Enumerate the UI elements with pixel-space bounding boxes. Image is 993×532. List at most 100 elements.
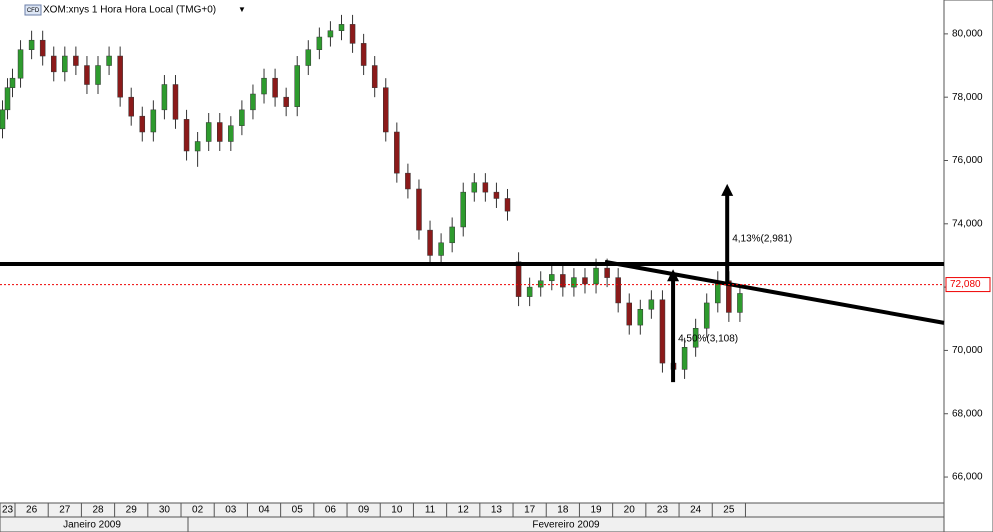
candle-body xyxy=(571,277,577,288)
candle-body xyxy=(526,286,533,297)
month-label: Janeiro 2009 xyxy=(63,520,121,531)
candle-body xyxy=(205,122,212,142)
x-tick-label: 24 xyxy=(690,505,702,516)
candle-body xyxy=(0,109,6,130)
candle-body xyxy=(106,55,112,66)
candle-body xyxy=(637,309,644,326)
candle-body xyxy=(161,84,168,111)
candle-body xyxy=(239,109,245,126)
candle-body xyxy=(294,65,300,107)
candle-body xyxy=(250,93,256,111)
candle-body xyxy=(471,182,478,193)
candle-body xyxy=(371,65,378,88)
candle-body xyxy=(28,39,35,50)
candle-body xyxy=(515,261,522,297)
last-price-label: 72,080 xyxy=(950,279,981,290)
x-tick-label: 09 xyxy=(358,505,370,516)
candle-body xyxy=(349,24,356,44)
x-tick-label: 26 xyxy=(26,505,38,516)
candle-body xyxy=(626,302,632,326)
chart-title: XOM:xnys 1 Hora Hora Local (TMG+0) xyxy=(43,5,216,16)
x-tick-label: 19 xyxy=(590,505,602,516)
candle-body xyxy=(703,302,710,329)
x-tick-label: 23 xyxy=(657,505,669,516)
x-tick-label: 10 xyxy=(391,505,403,516)
candle-body xyxy=(537,280,544,288)
candle-body xyxy=(648,299,655,310)
candle-body xyxy=(117,55,123,98)
candle-body xyxy=(615,277,621,304)
candle-body xyxy=(283,96,289,107)
candle-body xyxy=(692,328,699,348)
candle-body xyxy=(416,188,422,231)
candle-body xyxy=(194,141,201,152)
candle-body xyxy=(62,55,68,73)
x-tick-label: 04 xyxy=(258,505,270,516)
x-tick-label: 13 xyxy=(491,505,503,516)
candle-body xyxy=(228,125,234,142)
arrow-head xyxy=(721,183,734,196)
candle-body xyxy=(405,172,411,190)
candle-body xyxy=(316,36,323,50)
candle-body xyxy=(493,191,500,199)
candle-body xyxy=(560,274,566,288)
x-tick-label: 17 xyxy=(524,505,536,516)
x-tick-label: 03 xyxy=(225,505,237,516)
candle-body xyxy=(582,277,588,285)
candle-body xyxy=(427,229,433,256)
x-tick-label: 23 xyxy=(2,505,14,516)
candle-body xyxy=(183,119,190,152)
arrow-head xyxy=(667,269,680,282)
x-tick-label: 12 xyxy=(458,505,470,516)
candle-body xyxy=(84,65,90,85)
x-tick-label: 20 xyxy=(624,505,636,516)
x-tick-label: 11 xyxy=(425,505,436,516)
x-tick-label: 30 xyxy=(159,505,171,516)
candle-body xyxy=(482,182,489,193)
month-label: Fevereiro 2009 xyxy=(532,520,600,531)
trend-line xyxy=(604,259,945,325)
x-tick-label: 28 xyxy=(92,505,104,516)
candle-body xyxy=(438,242,444,256)
candle-body xyxy=(681,347,688,370)
y-tick-label: 66,000 xyxy=(952,472,983,483)
candle-body xyxy=(549,274,555,282)
y-tick-label: 70,000 xyxy=(952,345,983,356)
candle-body xyxy=(449,226,455,244)
candle-body xyxy=(39,39,46,57)
y-axis-panel xyxy=(943,0,993,532)
y-tick-label: 68,000 xyxy=(952,408,983,419)
candle-body xyxy=(9,77,16,88)
candle-body xyxy=(504,198,511,212)
candle-body xyxy=(73,55,79,66)
candle-body xyxy=(272,77,278,98)
y-tick-label: 74,000 xyxy=(952,218,983,229)
y-tick-label: 78,000 xyxy=(952,92,983,103)
x-tick-label: 02 xyxy=(192,505,204,516)
candle-body xyxy=(305,49,312,66)
x-tick-label: 18 xyxy=(557,505,569,516)
x-tick-label: 05 xyxy=(292,505,304,516)
candle-body xyxy=(604,267,610,278)
y-tick-label: 80,000 xyxy=(952,29,983,40)
candle-body xyxy=(737,293,743,313)
candle-body xyxy=(150,109,157,133)
candle-body xyxy=(394,131,400,174)
candle-body xyxy=(383,87,389,133)
icon xyxy=(24,4,42,16)
candle-body xyxy=(128,96,134,117)
candle-body xyxy=(593,267,599,285)
candle-body xyxy=(338,24,345,31)
x-tick-label: 25 xyxy=(723,505,735,516)
candle-body xyxy=(139,115,146,133)
candle-body xyxy=(217,122,223,142)
x-tick-label: 06 xyxy=(325,505,337,516)
candle-body xyxy=(460,191,466,228)
candle-body xyxy=(261,77,267,95)
last-price-box xyxy=(945,277,991,293)
dropdown[interactable]: ▼ xyxy=(238,5,246,14)
x-tick-label: 29 xyxy=(126,505,138,516)
candle-body xyxy=(95,65,101,85)
